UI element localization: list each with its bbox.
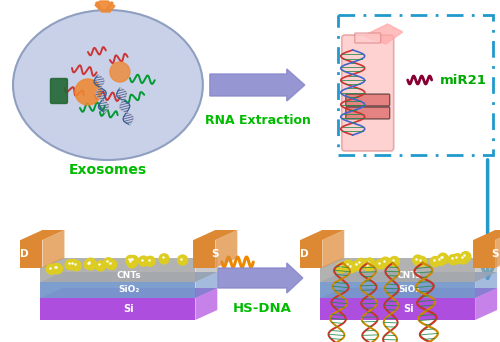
Circle shape xyxy=(448,255,458,265)
Circle shape xyxy=(380,257,390,267)
Circle shape xyxy=(75,79,101,105)
Polygon shape xyxy=(362,24,403,44)
Polygon shape xyxy=(320,272,497,282)
Circle shape xyxy=(128,255,138,265)
Polygon shape xyxy=(40,258,218,268)
Circle shape xyxy=(68,260,78,269)
Polygon shape xyxy=(320,258,497,268)
Text: HS-DNA: HS-DNA xyxy=(232,302,291,315)
Circle shape xyxy=(430,256,440,266)
Polygon shape xyxy=(42,230,64,268)
Circle shape xyxy=(438,254,448,264)
Circle shape xyxy=(71,261,81,271)
Polygon shape xyxy=(194,240,216,268)
Text: Si: Si xyxy=(404,304,414,314)
Text: CNTs: CNTs xyxy=(396,271,421,279)
Text: S: S xyxy=(492,249,499,259)
Circle shape xyxy=(416,256,426,266)
Circle shape xyxy=(356,259,366,268)
Polygon shape xyxy=(196,258,218,282)
Polygon shape xyxy=(473,240,495,268)
Text: Exosomes: Exosomes xyxy=(69,163,147,177)
Circle shape xyxy=(86,260,96,270)
Circle shape xyxy=(96,261,106,271)
Circle shape xyxy=(110,62,130,82)
Text: D: D xyxy=(300,249,308,259)
Circle shape xyxy=(107,260,117,269)
Circle shape xyxy=(390,256,400,266)
Circle shape xyxy=(126,255,136,265)
Text: miR21: miR21 xyxy=(440,74,486,87)
FancyBboxPatch shape xyxy=(354,33,380,43)
Polygon shape xyxy=(320,282,475,298)
Circle shape xyxy=(159,254,169,264)
Polygon shape xyxy=(473,230,500,240)
Polygon shape xyxy=(300,240,322,268)
Circle shape xyxy=(178,255,188,265)
Circle shape xyxy=(65,260,75,270)
Polygon shape xyxy=(40,288,218,298)
Circle shape xyxy=(436,255,446,265)
Circle shape xyxy=(127,258,137,268)
Circle shape xyxy=(138,256,148,266)
Polygon shape xyxy=(320,268,475,282)
Polygon shape xyxy=(475,272,497,298)
Circle shape xyxy=(458,254,468,264)
Circle shape xyxy=(452,254,462,264)
Circle shape xyxy=(128,256,138,266)
Polygon shape xyxy=(40,298,196,320)
FancyBboxPatch shape xyxy=(346,94,390,106)
Polygon shape xyxy=(20,230,64,240)
FancyBboxPatch shape xyxy=(346,107,390,119)
Polygon shape xyxy=(216,230,238,268)
Circle shape xyxy=(461,252,471,262)
Text: D: D xyxy=(20,249,29,259)
FancyArrow shape xyxy=(210,69,305,101)
Circle shape xyxy=(376,259,386,269)
FancyArrow shape xyxy=(218,263,303,293)
Polygon shape xyxy=(95,1,115,12)
Polygon shape xyxy=(196,272,218,298)
Circle shape xyxy=(346,263,356,273)
Polygon shape xyxy=(300,230,344,240)
Polygon shape xyxy=(322,230,344,268)
Circle shape xyxy=(336,263,346,273)
Circle shape xyxy=(344,260,353,270)
Circle shape xyxy=(104,258,114,268)
Circle shape xyxy=(438,253,448,263)
FancyBboxPatch shape xyxy=(342,35,394,151)
Circle shape xyxy=(352,261,362,271)
Text: Si: Si xyxy=(124,304,134,314)
Polygon shape xyxy=(475,288,497,320)
Polygon shape xyxy=(196,288,218,320)
Polygon shape xyxy=(40,282,196,298)
Text: S: S xyxy=(212,249,219,259)
Text: SiO₂: SiO₂ xyxy=(118,286,140,294)
Text: CNTs: CNTs xyxy=(116,271,141,279)
Polygon shape xyxy=(320,288,497,298)
Polygon shape xyxy=(194,230,238,240)
Polygon shape xyxy=(495,230,500,268)
Polygon shape xyxy=(475,258,497,282)
Circle shape xyxy=(364,258,374,268)
Circle shape xyxy=(145,256,155,266)
Circle shape xyxy=(86,258,96,268)
Polygon shape xyxy=(320,298,475,320)
FancyBboxPatch shape xyxy=(50,79,68,104)
Circle shape xyxy=(46,264,56,274)
Polygon shape xyxy=(40,268,196,282)
Circle shape xyxy=(364,261,374,271)
Circle shape xyxy=(413,255,423,265)
Polygon shape xyxy=(40,272,218,282)
Text: SiO₂: SiO₂ xyxy=(398,286,419,294)
Circle shape xyxy=(52,263,62,273)
Polygon shape xyxy=(20,240,42,268)
Ellipse shape xyxy=(13,10,203,160)
Circle shape xyxy=(52,264,62,274)
Text: RNA Extraction: RNA Extraction xyxy=(205,114,310,127)
Circle shape xyxy=(84,259,94,269)
